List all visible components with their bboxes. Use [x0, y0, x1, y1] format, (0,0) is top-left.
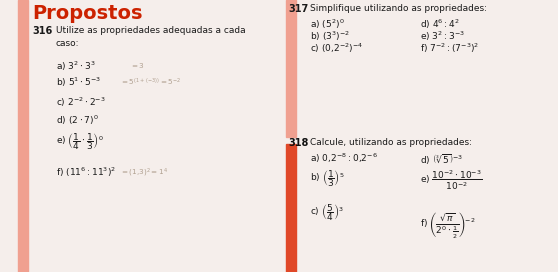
Text: e) $3^2 : 3^{-3}$: e) $3^2 : 3^{-3}$ — [420, 30, 465, 44]
Text: e) $\left(\dfrac{1}{4} \cdot \dfrac{1}{3}\right)^0$: e) $\left(\dfrac{1}{4} \cdot \dfrac{1}{3… — [56, 131, 104, 152]
Text: a) $0{,}2^{-8} : 0{,}2^{-6}$: a) $0{,}2^{-8} : 0{,}2^{-6}$ — [310, 152, 378, 165]
Text: c) $2^{-2} \cdot 2^{-3}$: c) $2^{-2} \cdot 2^{-3}$ — [56, 96, 105, 109]
Text: 316: 316 — [32, 26, 52, 36]
Text: $= (1{,}3)^2 = 1^4$: $= (1{,}3)^2 = 1^4$ — [120, 167, 168, 179]
Text: Propostos: Propostos — [32, 4, 142, 23]
Text: e) $\dfrac{10^{-2} \cdot 10^{-3}}{10^{-2}}$: e) $\dfrac{10^{-2} \cdot 10^{-3}}{10^{-2… — [420, 168, 483, 191]
Text: 317: 317 — [288, 4, 308, 14]
Text: b) $\left(\dfrac{1}{3}\right)^5$: b) $\left(\dfrac{1}{3}\right)^5$ — [310, 168, 344, 189]
Text: $= 3$: $= 3$ — [130, 61, 145, 70]
Text: Calcule, utilizando as propriedades:: Calcule, utilizando as propriedades: — [310, 138, 472, 147]
Text: c) $\left(\dfrac{5}{4}\right)^3$: c) $\left(\dfrac{5}{4}\right)^3$ — [310, 202, 344, 223]
Bar — [286, 144, 296, 272]
Text: f) $7^{-2} : (7^{-3})^2$: f) $7^{-2} : (7^{-3})^2$ — [420, 42, 479, 55]
Text: Simplifique utilizando as propriedades:: Simplifique utilizando as propriedades: — [310, 4, 487, 13]
Text: a) $3^2 \cdot 3^3$: a) $3^2 \cdot 3^3$ — [56, 60, 95, 73]
Text: a) $(5^2)^0$: a) $(5^2)^0$ — [310, 18, 345, 31]
Bar — [286, 0, 296, 137]
Text: 318: 318 — [288, 138, 309, 148]
Text: c) $(0{,}2^{-2})^{-4}$: c) $(0{,}2^{-2})^{-4}$ — [310, 42, 363, 55]
Text: f) $\left(\dfrac{\sqrt{\pi}}{2^0 \cdot \frac{1}{2}}\right)^{-2}$: f) $\left(\dfrac{\sqrt{\pi}}{2^0 \cdot \… — [420, 210, 475, 240]
Text: d) $(2 \cdot 7)^0$: d) $(2 \cdot 7)^0$ — [56, 114, 99, 127]
Text: b) $5^1 \cdot 5^{-3}$: b) $5^1 \cdot 5^{-3}$ — [56, 76, 101, 89]
Text: f) $(11^6 : 11^3)^2$: f) $(11^6 : 11^3)^2$ — [56, 166, 116, 180]
Text: Utilize as propriedades adequadas a cada
caso:: Utilize as propriedades adequadas a cada… — [56, 26, 246, 48]
Text: d) $4^6 : 4^2$: d) $4^6 : 4^2$ — [420, 18, 460, 31]
Text: b) $(3^3)^{-2}$: b) $(3^3)^{-2}$ — [310, 30, 350, 44]
Text: d) $\left(\sqrt[3]{5}\right)^{-3}$: d) $\left(\sqrt[3]{5}\right)^{-3}$ — [420, 152, 463, 166]
Bar — [18, 0, 28, 272]
Text: $= 5^{(1+(-3))} = 5^{-2}$: $= 5^{(1+(-3))} = 5^{-2}$ — [120, 77, 181, 88]
